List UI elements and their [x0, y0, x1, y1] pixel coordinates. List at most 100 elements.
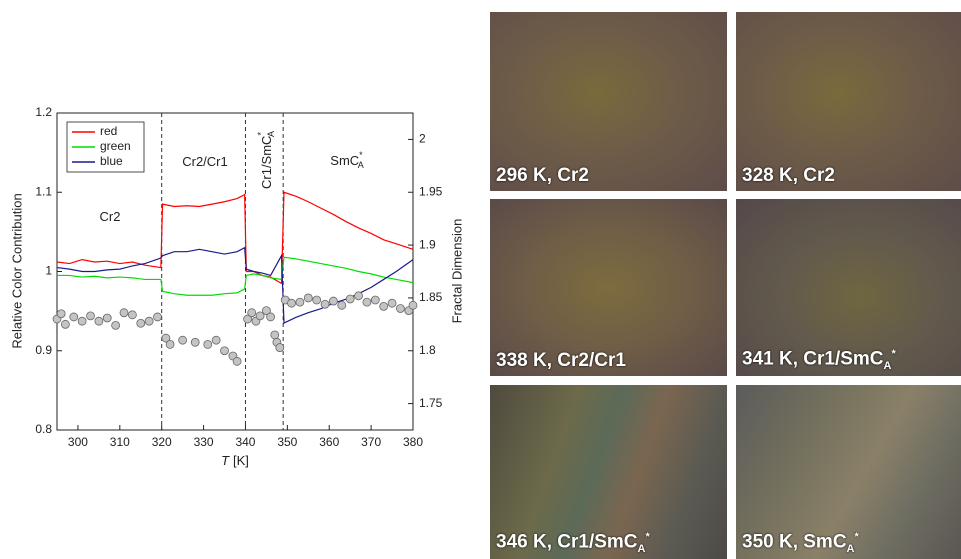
panel-label-sup: * [891, 347, 896, 360]
y2-tick-label: 1.8 [419, 343, 436, 357]
x-tick-label: 370 [361, 435, 381, 449]
panel-label-text: 296 K, Cr2 [496, 165, 589, 186]
data-point [345, 294, 355, 304]
legend-label: green [100, 139, 131, 153]
data-point [387, 298, 397, 308]
data-point [320, 299, 330, 309]
panel-label-sup: * [645, 530, 650, 543]
data-point [69, 312, 79, 322]
data-point [303, 293, 313, 303]
micrograph: 350 K, SmCA* [736, 385, 961, 559]
micrograph: 296 K, Cr2 [490, 12, 727, 191]
data-point [262, 306, 271, 315]
data-point [203, 340, 213, 349]
data-point [211, 335, 221, 345]
phase-label: Cr2/Cr1 [182, 154, 228, 169]
phase-label: SmC* A [330, 150, 363, 170]
data-point [86, 311, 95, 321]
y2-tick-label: 1.95 [419, 184, 443, 198]
panel-label-sub: A [846, 543, 855, 555]
phase-label-text: SmC [330, 153, 359, 168]
data-point [295, 297, 305, 307]
data-line [57, 256, 414, 296]
panel-label-text: 341 K, Cr1/SmC [742, 348, 884, 370]
data-point [312, 295, 322, 305]
phase-label: Cr1/SmC*A [256, 131, 276, 189]
phase-label-sup: * [256, 132, 266, 136]
chart: 300 310 320 330 340 350 360 370 380 0.8 0.9 1 1.1 1.2… [9, 105, 464, 468]
phase-label-sub: A [358, 160, 364, 170]
data-point [178, 335, 188, 345]
data-point [102, 313, 112, 323]
x-tick-label: 330 [194, 435, 214, 449]
y2-tick-label: 1.85 [419, 290, 443, 304]
x-axis-unit: [K] [233, 453, 249, 468]
x-tick-label: 300 [68, 435, 88, 449]
panel-label-sup: * [854, 530, 859, 543]
data-point [287, 298, 296, 308]
panel-label-sub: A [637, 543, 646, 555]
y-tick-label: 0.9 [35, 343, 52, 357]
data-point [354, 291, 363, 301]
data-point [111, 320, 121, 330]
panel-label: 346 K, Cr1/SmCA* [496, 531, 650, 555]
data-point [56, 309, 66, 319]
data-point [362, 297, 372, 307]
x-axis-symbol: T [221, 453, 230, 468]
x-tick-label: 320 [152, 435, 172, 449]
y2-tick-label: 2 [419, 132, 426, 146]
data-point [153, 312, 162, 322]
panel-label: 328 K, Cr2 [742, 165, 835, 187]
data-point [136, 318, 146, 328]
x-tick-label: 380 [403, 435, 423, 449]
y2-axis-title: Fractal Dimension [449, 219, 464, 324]
panel-label: 296 K, Cr2 [496, 165, 589, 187]
panel-label-text: 328 K, Cr2 [742, 165, 835, 186]
x-tick-label: 350 [277, 435, 297, 449]
data-point [337, 300, 347, 310]
data-line [56, 191, 414, 285]
micrograph: 341 K, Cr1/SmCA* [736, 199, 961, 376]
phase-label-text: Cr1/SmC [259, 136, 274, 189]
data-point [220, 346, 229, 356]
data-point [270, 330, 280, 340]
micrograph: 346 K, Cr1/SmCA* [490, 385, 727, 559]
y-tick-label: 1 [45, 264, 52, 278]
x-tick-label: 340 [235, 435, 255, 449]
panel-label-text: 350 K, SmC [742, 531, 847, 553]
data-point [329, 296, 338, 306]
data-point [190, 337, 200, 347]
data-point [232, 356, 242, 366]
data-point [247, 308, 257, 318]
micrograph: 338 K, Cr2/Cr1 [490, 199, 727, 376]
y-axis-title: Relative Color Contribution [9, 193, 24, 348]
data-point [165, 340, 175, 349]
data-point [94, 316, 104, 326]
data-point [408, 300, 418, 310]
data-point [379, 301, 389, 311]
data-point [127, 310, 137, 320]
y-tick-label: 0.8 [35, 422, 52, 436]
data-point [77, 316, 87, 326]
legend-label: blue [100, 154, 123, 168]
x-tick-label: 360 [319, 435, 339, 449]
data-line [56, 246, 414, 324]
phase-label-text: Cr2 [100, 209, 121, 224]
y2-tick-label: 1.75 [419, 396, 443, 410]
micrograph: 328 K, Cr2 [736, 12, 961, 191]
data-point [161, 333, 171, 343]
y2-tick-label: 1.9 [419, 237, 436, 251]
data-point [396, 304, 405, 313]
data-point [243, 314, 252, 324]
y-tick-label: 1.1 [35, 184, 52, 198]
panel-label-text: 338 K, Cr2/Cr1 [496, 350, 626, 371]
x-axis-title: T [K] [221, 453, 249, 468]
data-point [266, 312, 276, 322]
phase-label-sub: A [266, 131, 276, 137]
phase-label-sup: * [359, 150, 363, 160]
phase-label: Cr2 [100, 209, 121, 224]
legend-label: red [100, 124, 117, 138]
panel-label: 341 K, Cr1/SmCA* [742, 348, 896, 372]
phase-label-text: Cr2/Cr1 [182, 154, 228, 169]
